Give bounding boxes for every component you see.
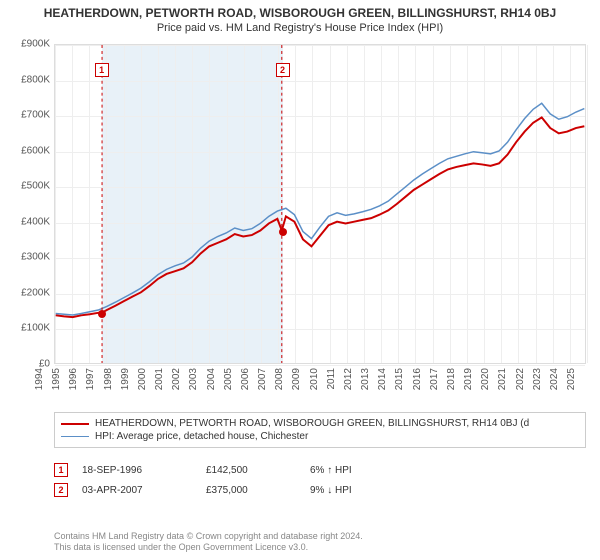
- marker-label-box: 1: [95, 63, 109, 77]
- marker-label-box: 2: [276, 63, 290, 77]
- y-tick-label: £700K: [0, 110, 50, 121]
- y-tick-label: £400K: [0, 216, 50, 227]
- legend-swatch: [61, 423, 89, 425]
- transaction-hpi-delta: 9% ↓ HPI: [310, 485, 400, 496]
- y-tick-label: £900K: [0, 39, 50, 50]
- legend-label: HEATHERDOWN, PETWORTH ROAD, WISBOROUGH G…: [95, 418, 529, 429]
- legend-swatch: [61, 436, 89, 437]
- footer-line-1: Contains HM Land Registry data © Crown c…: [54, 531, 586, 543]
- y-tick-label: £800K: [0, 74, 50, 85]
- line-series-svg: [55, 45, 585, 363]
- transaction-date: 18-SEP-1996: [82, 465, 192, 476]
- marker-dot: [98, 310, 106, 318]
- chart-title: HEATHERDOWN, PETWORTH ROAD, WISBOROUGH G…: [0, 0, 600, 20]
- y-tick-label: £600K: [0, 145, 50, 156]
- marker-dot: [279, 228, 287, 236]
- footer-line-2: This data is licensed under the Open Gov…: [54, 542, 586, 554]
- transaction-hpi-delta: 6% ↑ HPI: [310, 465, 400, 476]
- legend-label: HPI: Average price, detached house, Chic…: [95, 431, 308, 442]
- transaction-row: 1 18-SEP-1996 £142,500 6% ↑ HPI: [54, 460, 586, 480]
- y-tick-label: £300K: [0, 252, 50, 263]
- transaction-table: 1 18-SEP-1996 £142,500 6% ↑ HPI 2 03-APR-2007…: [54, 460, 586, 500]
- series-line: [56, 117, 585, 317]
- chart-region: £0£100K£200K£300K£400K£500K£600K£700K£80…: [0, 44, 600, 404]
- transaction-price: £375,000: [206, 485, 296, 496]
- transaction-price: £142,500: [206, 465, 296, 476]
- legend: HEATHERDOWN, PETWORTH ROAD, WISBOROUGH G…: [54, 412, 586, 448]
- transaction-row: 2 03-APR-2007 £375,000 9% ↓ HPI: [54, 480, 586, 500]
- chart-subtitle: Price paid vs. HM Land Registry's House …: [0, 20, 600, 36]
- y-tick-label: £100K: [0, 323, 50, 334]
- transaction-date: 03-APR-2007: [82, 485, 192, 496]
- y-tick-label: £500K: [0, 181, 50, 192]
- plot-area: 12: [54, 44, 586, 364]
- legend-item: HEATHERDOWN, PETWORTH ROAD, WISBOROUGH G…: [61, 417, 579, 430]
- transaction-marker-ref: 1: [54, 463, 68, 477]
- x-tick-label: 2025: [566, 368, 600, 390]
- series-line: [56, 103, 585, 315]
- legend-item: HPI: Average price, detached house, Chic…: [61, 430, 579, 443]
- y-tick-label: £200K: [0, 287, 50, 298]
- attribution-footer: Contains HM Land Registry data © Crown c…: [54, 531, 586, 554]
- transaction-marker-ref: 2: [54, 483, 68, 497]
